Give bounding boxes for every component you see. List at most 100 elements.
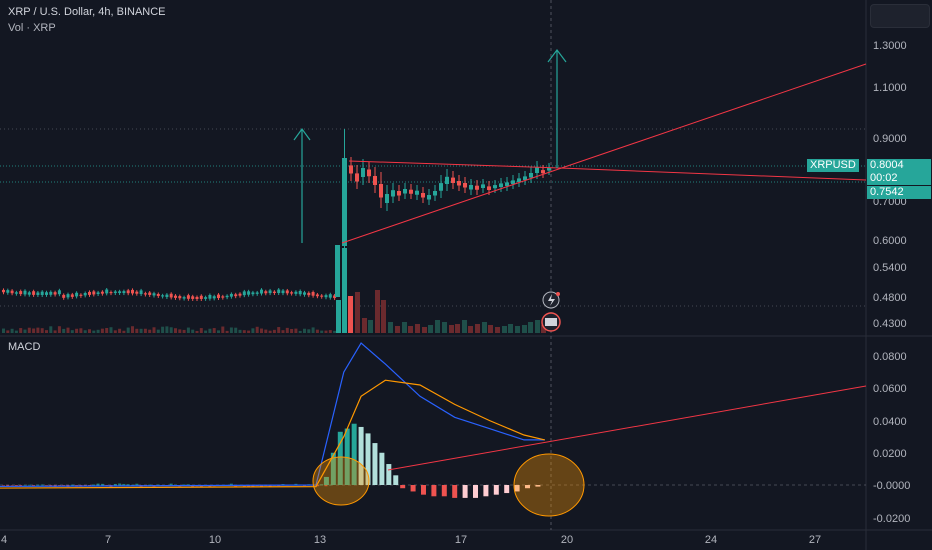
volume-bar (294, 328, 298, 333)
candle-body (475, 185, 479, 190)
volume-bar (62, 328, 66, 333)
candle-body (511, 180, 515, 184)
volume-bar (57, 326, 61, 333)
candle-body (367, 169, 371, 177)
candle-body (445, 176, 449, 184)
histogram-bar (2, 485, 5, 486)
candle-body (229, 293, 233, 297)
volume-label: Vol · XRP (8, 22, 56, 34)
volume-bar (174, 328, 177, 333)
histogram-bar (386, 464, 392, 485)
candle-body (234, 294, 238, 297)
candle-body (335, 245, 340, 297)
volume-bar (251, 328, 255, 333)
candle-body (208, 294, 212, 299)
histogram-bar (113, 483, 117, 486)
candle-body (83, 292, 87, 296)
candle-body (433, 191, 437, 196)
histogram-bar (6, 485, 10, 487)
volume-bar (79, 328, 83, 333)
macd-axis-tick: 0.0800 (873, 351, 907, 363)
price-axis-tick: 1.3000 (873, 40, 907, 52)
volume-bar (303, 328, 306, 333)
volume-bar (178, 329, 182, 333)
candle-body (186, 295, 190, 299)
candle-body (409, 189, 413, 194)
volume-bar (298, 330, 302, 333)
histogram-bar (268, 485, 272, 487)
histogram-bar (32, 485, 36, 487)
histogram-bar (372, 443, 378, 485)
histogram-bar (393, 475, 399, 485)
volume-bar (70, 330, 74, 333)
macd-axis-tick: 0.0200 (873, 448, 907, 460)
candle-body (221, 296, 225, 298)
time-axis-tick: 17 (455, 534, 467, 546)
volume-bar (10, 328, 14, 333)
triangle-upper-line (348, 160, 561, 169)
candle-body (320, 295, 324, 297)
candle-body (204, 297, 208, 299)
volume-bar (32, 328, 36, 333)
volume-bar (272, 329, 276, 333)
candle-body (415, 190, 419, 195)
histogram-bar (169, 483, 173, 486)
candle-body (199, 295, 203, 299)
highlight-ellipse-left (312, 456, 370, 506)
histogram-bar (57, 485, 61, 486)
macd-axis-tick: -0.0000 (873, 480, 910, 492)
arrow-up-left-head (293, 127, 311, 141)
volume-bar (169, 327, 173, 333)
candle-body (225, 295, 229, 298)
volume-bar (161, 326, 165, 333)
candle-body (79, 294, 83, 296)
candle-body (487, 186, 491, 190)
histogram-bar (88, 485, 91, 486)
volume-bar (204, 330, 208, 333)
price-axis-tick: 0.4800 (873, 292, 907, 304)
volume-bar (88, 329, 91, 333)
volume-bar (238, 329, 242, 333)
second-price-tag: 0.7542 (867, 186, 931, 199)
volume-bar (165, 326, 169, 333)
volume-bar (475, 324, 480, 333)
histogram-bar (525, 485, 531, 489)
candle-body (23, 290, 27, 295)
volume-bar (462, 320, 467, 333)
histogram-bar (483, 485, 489, 497)
volume-bar (395, 326, 400, 333)
candle-body (100, 291, 104, 294)
chart-settings-button[interactable] (870, 4, 930, 28)
volume-bar (229, 327, 233, 333)
candle-body (457, 181, 461, 186)
candle-body (397, 191, 401, 196)
histogram-bar (351, 423, 357, 485)
candle-body (379, 184, 383, 198)
volume-bar (277, 327, 281, 333)
volume-bar (2, 328, 5, 333)
flash-icon-badge (556, 292, 560, 296)
histogram-bar (36, 484, 40, 486)
price-axis-tick: 0.6000 (873, 235, 907, 247)
volume-bar (388, 322, 393, 333)
histogram-bar (452, 485, 458, 498)
histogram-bar (131, 484, 134, 486)
candle-body (439, 183, 443, 191)
volume-bar (40, 328, 44, 333)
volume-bar (342, 248, 347, 333)
candle-body (469, 185, 473, 190)
candle-body (268, 290, 272, 294)
histogram-bar (40, 484, 44, 486)
volume-bar (502, 326, 507, 333)
volume-bar (333, 330, 337, 333)
candle-body (303, 292, 306, 295)
volume-bar (468, 326, 473, 333)
candle-body (143, 293, 147, 295)
price-axis-tick: 0.7000 (873, 196, 907, 208)
volume-bar (336, 300, 341, 333)
volume-bar (328, 330, 332, 333)
histogram-bar (358, 426, 364, 485)
macd-label: MACD (8, 341, 41, 353)
volume-bar (105, 327, 109, 333)
candle-body (451, 177, 455, 183)
